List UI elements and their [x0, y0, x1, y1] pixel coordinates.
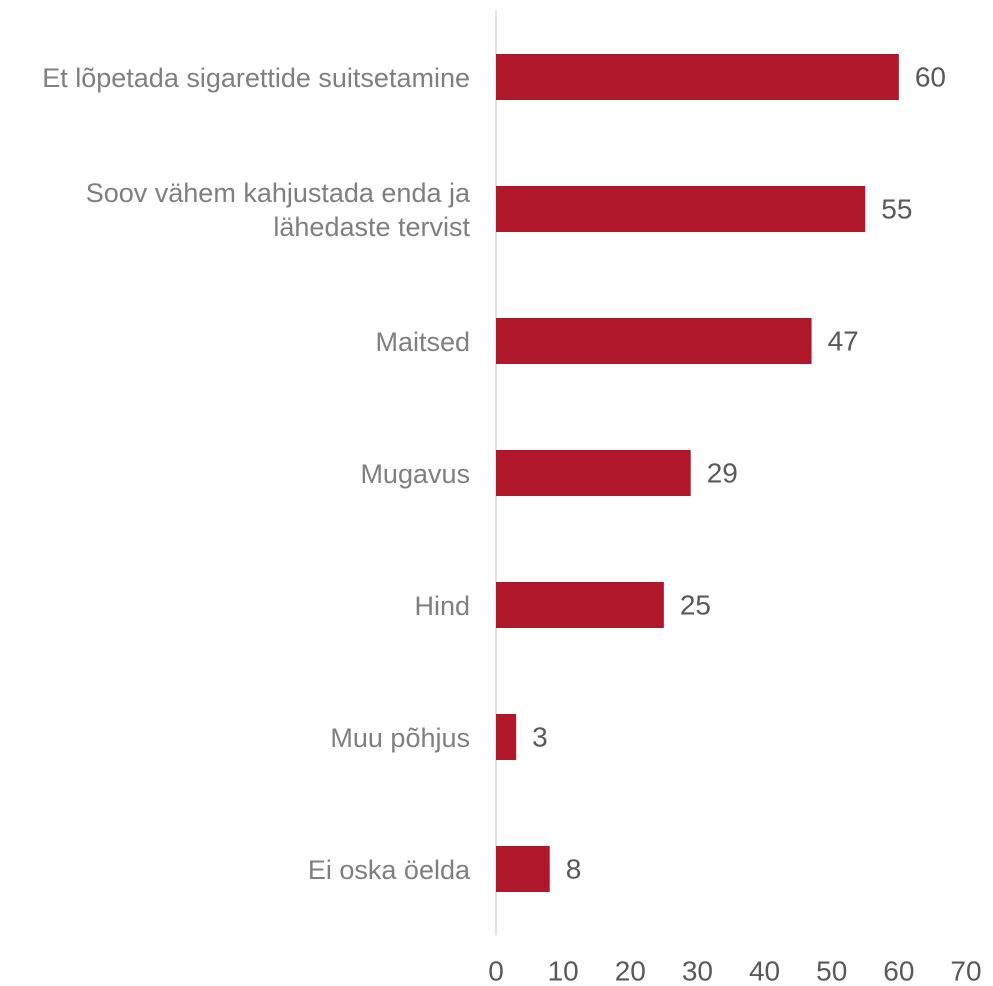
x-tick-label: 40 — [749, 955, 780, 986]
x-tick-label: 10 — [548, 955, 579, 986]
x-tick-label: 30 — [682, 955, 713, 986]
value-label: 29 — [707, 457, 738, 488]
x-tick-label: 60 — [883, 955, 914, 986]
value-label: 60 — [915, 61, 946, 92]
category-label: Soov vähem kahjustada enda ja lähedaste … — [85, 178, 470, 242]
bar — [496, 582, 664, 628]
bar — [496, 318, 812, 364]
value-label: 8 — [566, 853, 582, 884]
x-tick-label: 50 — [816, 955, 847, 986]
category-label: Hind — [414, 591, 470, 621]
x-tick-label: 70 — [950, 955, 981, 986]
value-label: 47 — [828, 325, 859, 356]
bar — [496, 846, 550, 892]
bar — [496, 54, 899, 100]
x-tick-label: 20 — [615, 955, 646, 986]
category-label: Maitsed — [375, 327, 470, 357]
bar — [496, 450, 691, 496]
category-label: Ei oska öelda — [307, 855, 470, 885]
bar — [496, 714, 517, 760]
category-label: Mugavus — [360, 459, 470, 489]
bar — [496, 186, 866, 232]
category-label: Muu põhjus — [330, 723, 470, 753]
x-tick-label: 0 — [488, 955, 504, 986]
value-label: 55 — [881, 193, 912, 224]
value-label: 3 — [532, 721, 548, 752]
value-label: 25 — [680, 589, 711, 620]
category-label: Et lõpetada sigarettide suitsetamine — [42, 63, 470, 93]
